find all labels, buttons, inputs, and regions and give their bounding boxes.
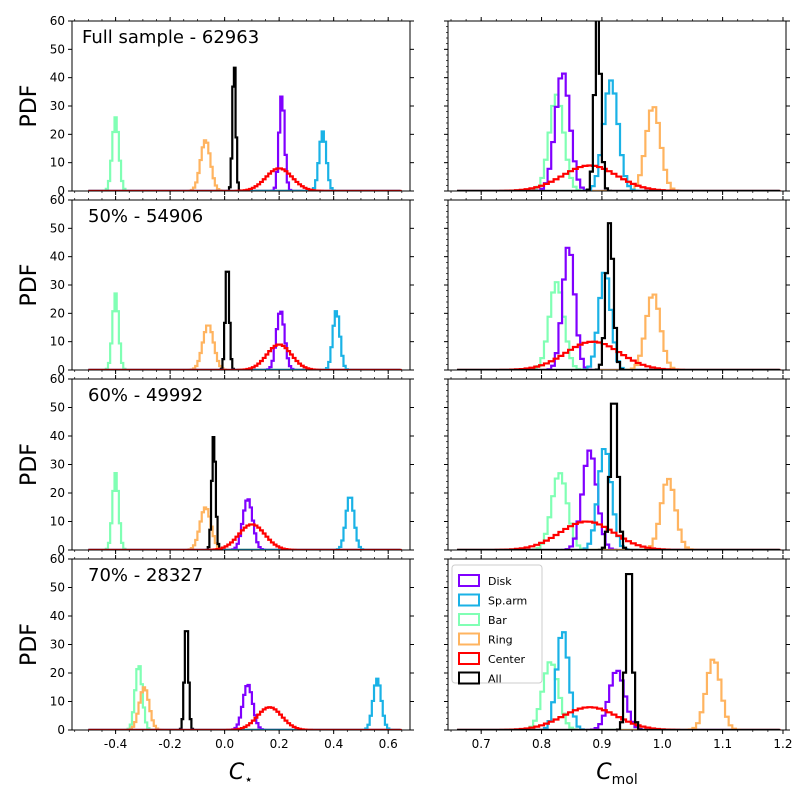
legend-label: All <box>488 673 502 686</box>
panel-title: Full sample - 62963 <box>82 27 259 48</box>
x-tick-label: 0.2 <box>270 737 289 751</box>
series-center-histogram <box>88 523 402 550</box>
legend-label: Ring <box>488 634 513 647</box>
y-tick-label: 20 <box>50 666 65 680</box>
panel-r0-c1 <box>444 17 790 195</box>
x-tick-label: 1.1 <box>713 737 732 751</box>
y-tick-label: 30 <box>50 458 65 472</box>
legend-swatch-ring <box>458 632 480 646</box>
series-group <box>88 630 402 730</box>
series-all-histogram <box>457 222 780 370</box>
x-axis-label: C⋆ <box>229 760 253 788</box>
panel-r1-c0: 0 10 20 30 40 50 60 50% - 54906 PDF <box>17 193 414 377</box>
y-tick-label: 30 <box>50 638 65 652</box>
y-tick-label: 0 <box>57 723 65 737</box>
y-tick-label: 10 <box>50 515 65 529</box>
y-tick-label: 0 <box>57 363 65 377</box>
panel-r1-c1 <box>444 196 790 374</box>
series-sparm-histogram <box>88 496 401 550</box>
x-tick-label: -0.2 <box>158 737 181 751</box>
x-tick-label: 1.0 <box>653 737 672 751</box>
series-bar-histogram <box>88 116 401 191</box>
series-all-histogram <box>457 402 780 550</box>
legend-swatch-disk <box>458 574 480 587</box>
series-all-histogram <box>457 21 780 191</box>
x-tick-label: 0.7 <box>472 737 491 751</box>
plot-area <box>72 21 410 191</box>
series-ring-histogram <box>457 293 780 370</box>
y-tick-label: 30 <box>50 278 65 292</box>
y-axis-label: PDF <box>17 264 42 307</box>
y-axis-label: PDF <box>17 443 42 486</box>
series-ring-histogram <box>88 686 401 730</box>
x-tick-label: -0.4 <box>104 737 127 751</box>
series-ring-histogram <box>457 106 780 191</box>
y-tick-label: 30 <box>50 99 65 113</box>
panel-r2-c0: 0 10 20 30 40 50 60 60% - 49992 PDF <box>17 372 414 557</box>
legend-swatch-center <box>458 652 480 665</box>
series-bar-histogram <box>88 665 401 730</box>
y-tick-label: 10 <box>50 156 65 170</box>
legend-label: Center <box>488 653 526 666</box>
legend-label: Sp.arm <box>488 595 527 608</box>
y-tick-label: 40 <box>50 71 65 85</box>
x-tick-label: 1.2 <box>773 737 792 751</box>
y-tick-label: 20 <box>50 127 65 141</box>
series-sparm-histogram <box>457 447 780 550</box>
series-sparm-histogram <box>457 271 780 370</box>
panel-r3-c0: 0 10 20 30 40 50 60 -0.4 -0.2 0.0 0.2 0.4 0.6 70% - 2… <box>17 552 414 788</box>
y-tick-label: 60 <box>50 14 65 28</box>
y-axis-label: PDF <box>17 85 42 128</box>
y-tick-label: 40 <box>50 429 65 443</box>
legend-swatch-sparm <box>458 593 480 607</box>
plot-area <box>72 200 410 370</box>
panel-title: 70% - 28327 <box>88 565 203 586</box>
legend: Disk Sp.arm Bar Ring Center All <box>451 564 543 686</box>
y-tick-label: 50 <box>50 581 65 595</box>
y-tick-label: 60 <box>50 193 65 207</box>
panel-r3-c1: 0.7 0.8 0.9 1.0 1.1 1.2 Cmol Disk Sp.arm Bar Ring C… <box>444 555 793 788</box>
panel-r0-c0: 0 10 20 30 40 50 60 Full sample - 62963 PDF <box>17 14 414 198</box>
series-all-histogram <box>457 572 780 730</box>
y-tick-label: 60 <box>50 372 65 386</box>
y-tick-label: 10 <box>50 695 65 709</box>
plot-area <box>72 559 410 730</box>
x-axis-label: Cmol <box>596 760 637 788</box>
legend-swatch-bar <box>458 613 480 626</box>
series-ring-histogram <box>457 658 780 730</box>
y-tick-label: 0 <box>57 543 65 557</box>
series-sparm-histogram <box>457 79 780 191</box>
y-tick-label: 0 <box>57 184 65 198</box>
y-tick-label: 20 <box>50 306 65 320</box>
y-tick-label: 50 <box>50 401 65 415</box>
series-center-histogram <box>88 343 402 370</box>
y-tick-label: 40 <box>50 609 65 623</box>
y-tick-label: 50 <box>50 42 65 56</box>
series-disk-histogram <box>457 669 780 730</box>
x-tick-label: 0.4 <box>324 737 343 751</box>
series-bar-histogram <box>88 292 401 370</box>
series-center-histogram <box>88 706 402 730</box>
y-tick-label: 40 <box>50 250 65 264</box>
legend-label: Disk <box>488 575 512 588</box>
panel-r2-c1 <box>444 375 790 554</box>
x-tick-label: 0.0 <box>215 737 234 751</box>
y-tick-label: 20 <box>50 486 65 500</box>
y-tick-label: 10 <box>50 335 65 349</box>
series-sparm-histogram <box>88 677 401 730</box>
panel-title: 50% - 54906 <box>88 206 203 227</box>
y-tick-label: 60 <box>50 552 65 566</box>
y-tick-label: 50 <box>50 221 65 235</box>
series-disk-histogram <box>88 498 401 550</box>
y-axis-label: PDF <box>17 623 42 666</box>
x-tick-label: 0.8 <box>532 737 551 751</box>
legend-swatch-all <box>458 671 480 685</box>
series-bar-histogram <box>88 471 401 550</box>
series-disk-histogram <box>88 683 401 730</box>
panel-title: 60% - 49992 <box>88 385 203 406</box>
x-tick-label: 0.6 <box>379 737 398 751</box>
legend-label: Bar <box>488 614 507 627</box>
x-tick-label: 0.9 <box>592 737 611 751</box>
